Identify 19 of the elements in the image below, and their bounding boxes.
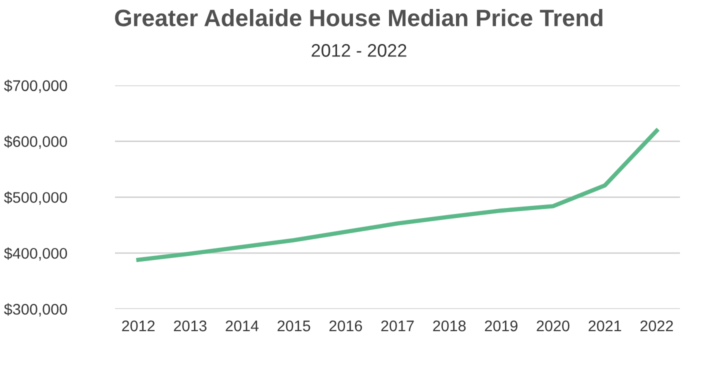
line-series [136, 128, 659, 262]
y-tick-label: $600,000 [4, 136, 68, 149]
x-tick-label: 2022 [640, 320, 673, 332]
x-tick-label: 2015 [278, 320, 310, 332]
y-tick-label: $300,000 [4, 303, 68, 316]
chart-title: Greater Adelaide House Median Price Trend [115, 8, 602, 26]
y-tick-label: $700,000 [4, 80, 68, 93]
x-tick-label: 2017 [381, 320, 414, 332]
x-tick-label: 2019 [484, 320, 518, 332]
x-tick-label: 2020 [536, 320, 570, 332]
y-tick-label: $400,000 [4, 247, 68, 261]
x-tick-label: 2014 [226, 320, 259, 332]
chart-subtitle: 2012 - 2022 [312, 44, 406, 57]
x-tick-label: 2013 [174, 320, 206, 332]
x-tick-label: 2021 [588, 320, 622, 332]
x-tick-label: 2018 [433, 320, 466, 332]
y-tick-label: $500,000 [4, 191, 68, 205]
x-tick-label: 2016 [329, 320, 362, 332]
x-tick-label: 2012 [122, 320, 155, 332]
